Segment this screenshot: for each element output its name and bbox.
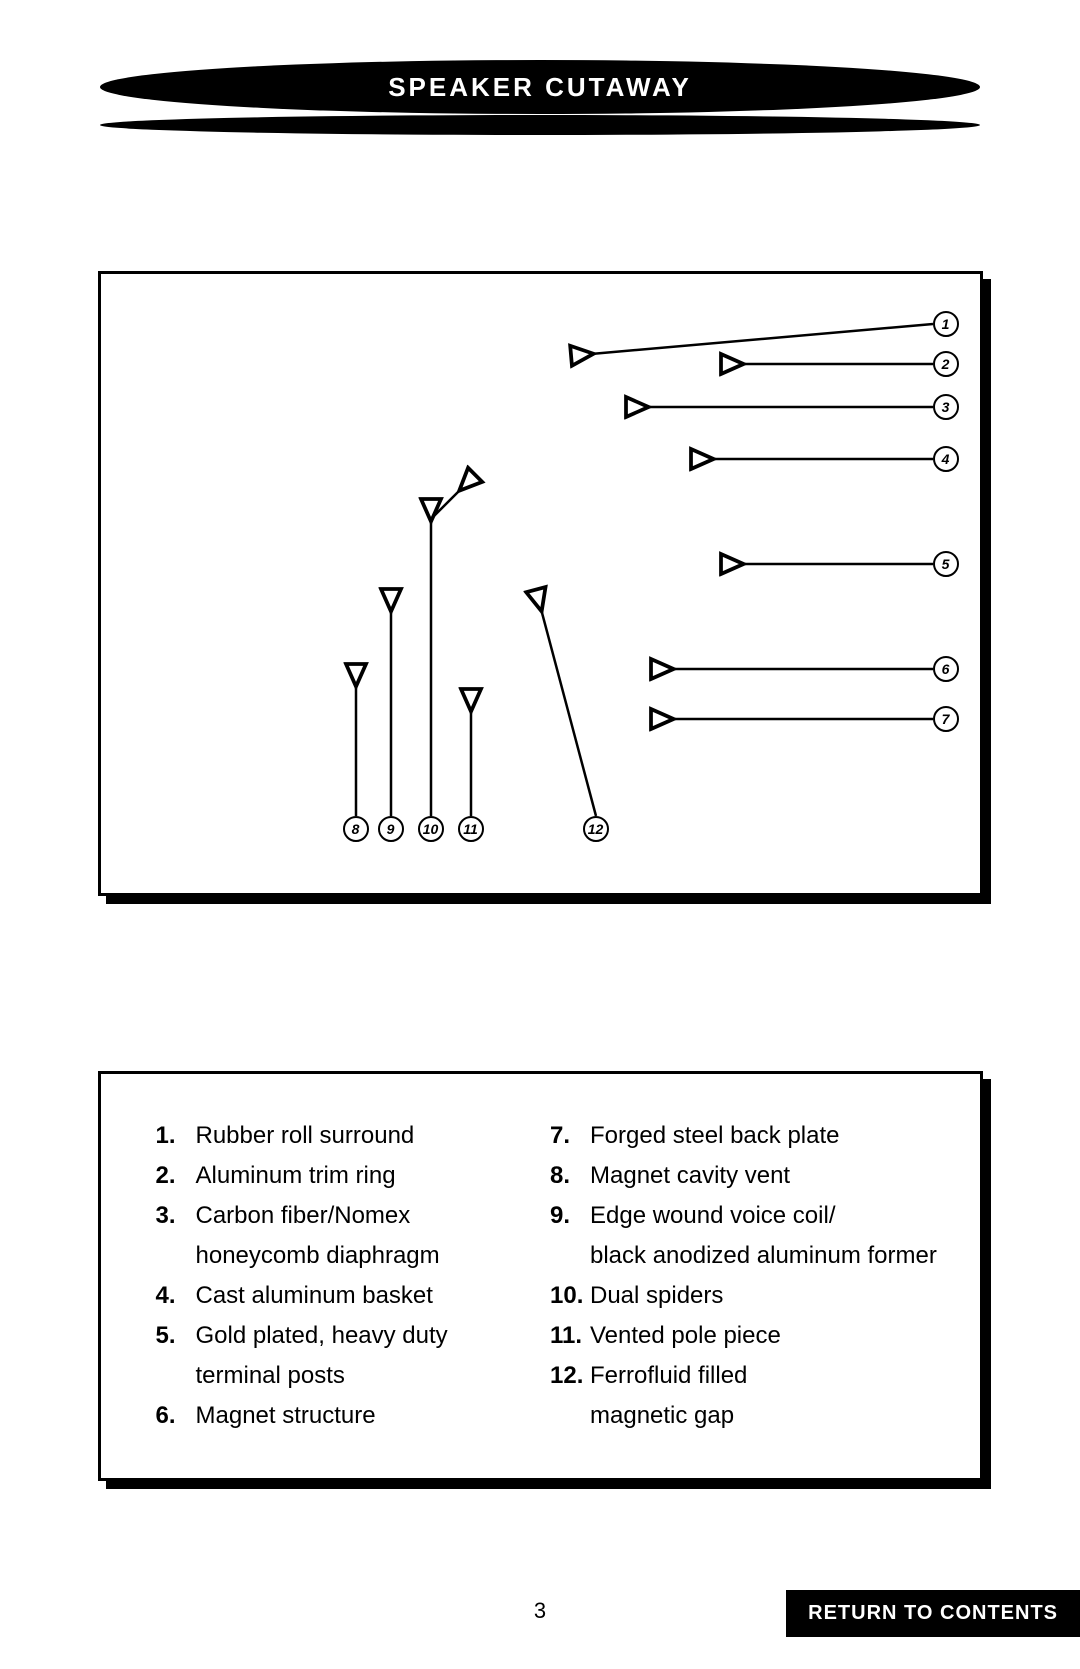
legend-row: 7.Forged steel back plate [550, 1116, 945, 1156]
title-banner: SPEAKER CUTAWAY [100, 60, 980, 136]
legend-number: 3. [156, 1196, 196, 1236]
legend-number [156, 1236, 196, 1276]
legend-row: black anodized aluminum former [550, 1236, 945, 1276]
legend-text: Dual spiders [590, 1276, 723, 1316]
legend-number: 8. [550, 1156, 590, 1196]
legend-box: 1.Rubber roll surround2.Aluminum trim ri… [98, 1071, 983, 1481]
legend-text: Cast aluminum basket [196, 1276, 433, 1316]
legend-number: 4. [156, 1276, 196, 1316]
legend-text: Rubber roll surround [196, 1116, 415, 1156]
legend-row: 6.Magnet structure [156, 1396, 551, 1436]
legend-number [550, 1396, 590, 1436]
legend-text: Aluminum trim ring [196, 1156, 396, 1196]
callout-number: 8 [343, 816, 369, 842]
legend-number: 12. [550, 1356, 590, 1396]
page: SPEAKER CUTAWAY 123456789101112 1.Rubber… [0, 0, 1080, 1669]
legend-text: Carbon fiber/Nomex [196, 1196, 411, 1236]
legend-row: 4.Cast aluminum basket [156, 1276, 551, 1316]
legend-row: 3.Carbon fiber/Nomex [156, 1196, 551, 1236]
legend-container: 1.Rubber roll surround2.Aluminum trim ri… [98, 1071, 983, 1481]
legend-row: honeycomb diaphragm [156, 1236, 551, 1276]
legend-col-left: 1.Rubber roll surround2.Aluminum trim ri… [156, 1116, 551, 1436]
legend-number: 6. [156, 1396, 196, 1436]
legend-text: Vented pole piece [590, 1316, 781, 1356]
legend-col-right: 7.Forged steel back plate8.Magnet cavity… [550, 1116, 945, 1436]
legend-text: Gold plated, heavy duty [196, 1316, 448, 1356]
legend-row: 12.Ferrofluid filled [550, 1356, 945, 1396]
legend-text: Magnet cavity vent [590, 1156, 790, 1196]
callout-number: 5 [933, 551, 959, 577]
legend-text: terminal posts [196, 1356, 345, 1396]
legend-number: 7. [550, 1116, 590, 1156]
legend-number [550, 1236, 590, 1276]
legend-text: Magnet structure [196, 1396, 376, 1436]
legend-row: 10.Dual spiders [550, 1276, 945, 1316]
callout-number: 10 [418, 816, 444, 842]
page-title: SPEAKER CUTAWAY [100, 60, 980, 114]
legend-row: 1.Rubber roll surround [156, 1116, 551, 1156]
legend-number: 10. [550, 1276, 590, 1316]
legend-row: magnetic gap [550, 1396, 945, 1436]
legend-row: 9.Edge wound voice coil/ [550, 1196, 945, 1236]
legend-number: 5. [156, 1316, 196, 1356]
legend-number: 1. [156, 1116, 196, 1156]
legend-text: magnetic gap [590, 1396, 734, 1436]
legend-text: Edge wound voice coil/ [590, 1196, 835, 1236]
callout-number: 2 [933, 351, 959, 377]
callout-number: 12 [583, 816, 609, 842]
legend-number: 9. [550, 1196, 590, 1236]
return-to-contents-button[interactable]: RETURN TO CONTENTS [786, 1590, 1080, 1637]
legend-number: 11. [550, 1316, 590, 1356]
legend-row: terminal posts [156, 1356, 551, 1396]
legend-text: black anodized aluminum former [590, 1236, 937, 1276]
legend-number [156, 1356, 196, 1396]
legend-text: Forged steel back plate [590, 1116, 839, 1156]
callout-number: 4 [933, 446, 959, 472]
callout-number: 6 [933, 656, 959, 682]
legend-row: 8.Magnet cavity vent [550, 1156, 945, 1196]
legend-number: 2. [156, 1156, 196, 1196]
diagram-container: 123456789101112 [98, 271, 983, 896]
legend-row: 11.Vented pole piece [550, 1316, 945, 1356]
callout-number: 9 [378, 816, 404, 842]
diagram-arrows [101, 274, 980, 893]
callout-number: 11 [458, 816, 484, 842]
legend-text: Ferrofluid filled [590, 1356, 747, 1396]
diagram-box: 123456789101112 [98, 271, 983, 896]
legend-row: 5.Gold plated, heavy duty [156, 1316, 551, 1356]
callout-number: 1 [933, 311, 959, 337]
callout-number: 7 [933, 706, 959, 732]
legend-text: honeycomb diaphragm [196, 1236, 440, 1276]
legend-row: 2.Aluminum trim ring [156, 1156, 551, 1196]
callout-number: 3 [933, 394, 959, 420]
